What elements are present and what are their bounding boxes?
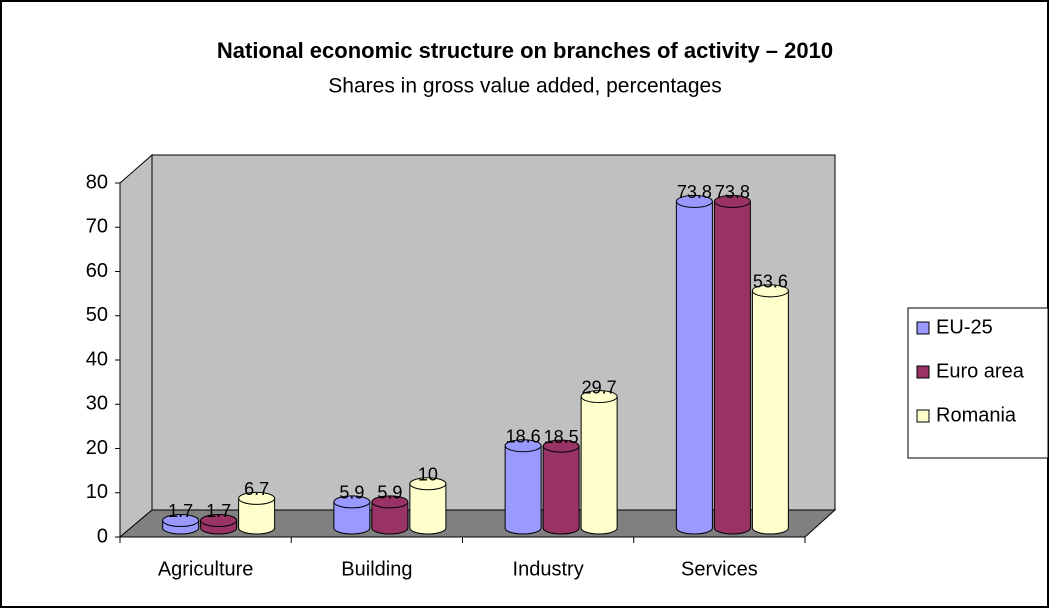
legend-label: EU-25 [936, 316, 993, 338]
y-tick-label: 70 [86, 216, 108, 238]
y-tick-label: 10 [86, 481, 108, 503]
x-tick-label: Services [681, 558, 758, 580]
y-tick-label: 40 [86, 348, 108, 370]
bar-top [580, 390, 618, 404]
bar [751, 290, 789, 535]
legend-swatch [916, 321, 930, 335]
bar-top [409, 477, 447, 491]
y-tick-label: 20 [86, 437, 108, 459]
legend-box [907, 307, 1049, 459]
bar [675, 200, 713, 535]
legend-swatch [916, 365, 930, 379]
data-label: 73.8 [715, 182, 750, 202]
bar-top [238, 491, 276, 505]
chart-subtitle: Shares in gross value added, percentages [328, 75, 721, 98]
y-tick-label: 80 [86, 171, 108, 193]
data-label: 29.7 [582, 377, 617, 397]
bar-top [162, 513, 200, 527]
x-tick-label: Industry [513, 558, 584, 580]
data-label: 6.7 [244, 479, 269, 499]
bar-top [675, 194, 713, 208]
chart-title: National economic structure on branches … [217, 38, 833, 63]
bar-top [333, 495, 371, 509]
x-tick-label: Agriculture [158, 558, 254, 580]
bar [542, 445, 580, 535]
data-label: 53.6 [753, 272, 788, 292]
bar-top [371, 495, 409, 509]
y-tick-label: 0 [97, 525, 108, 547]
data-label: 18.5 [544, 427, 579, 447]
bar-top [200, 513, 238, 527]
bar [713, 200, 751, 535]
legend-label: Romania [936, 404, 1017, 426]
legend-label: Euro area [936, 360, 1025, 382]
bar [409, 483, 447, 535]
bar [333, 501, 371, 535]
y-tick-label: 60 [86, 260, 108, 282]
data-label: 5.9 [339, 483, 364, 503]
data-label: 5.9 [377, 483, 402, 503]
y-tick-label: 50 [86, 304, 108, 326]
bar-top [751, 284, 789, 298]
legend-swatch [916, 409, 930, 423]
bar [580, 396, 618, 535]
bar [371, 501, 409, 535]
x-tick-label: Building [341, 558, 412, 580]
bar-top [542, 439, 580, 453]
y-tick-label: 30 [86, 393, 108, 415]
data-label: 1.7 [168, 501, 193, 521]
bar-top [504, 439, 542, 453]
data-label: 10 [418, 465, 438, 485]
bar [238, 497, 276, 535]
side-wall [119, 153, 153, 539]
data-label: 1.7 [206, 501, 231, 521]
bar [504, 445, 542, 535]
data-label: 73.8 [677, 182, 712, 202]
data-label: 18.6 [506, 426, 541, 446]
bar-top [713, 194, 751, 208]
